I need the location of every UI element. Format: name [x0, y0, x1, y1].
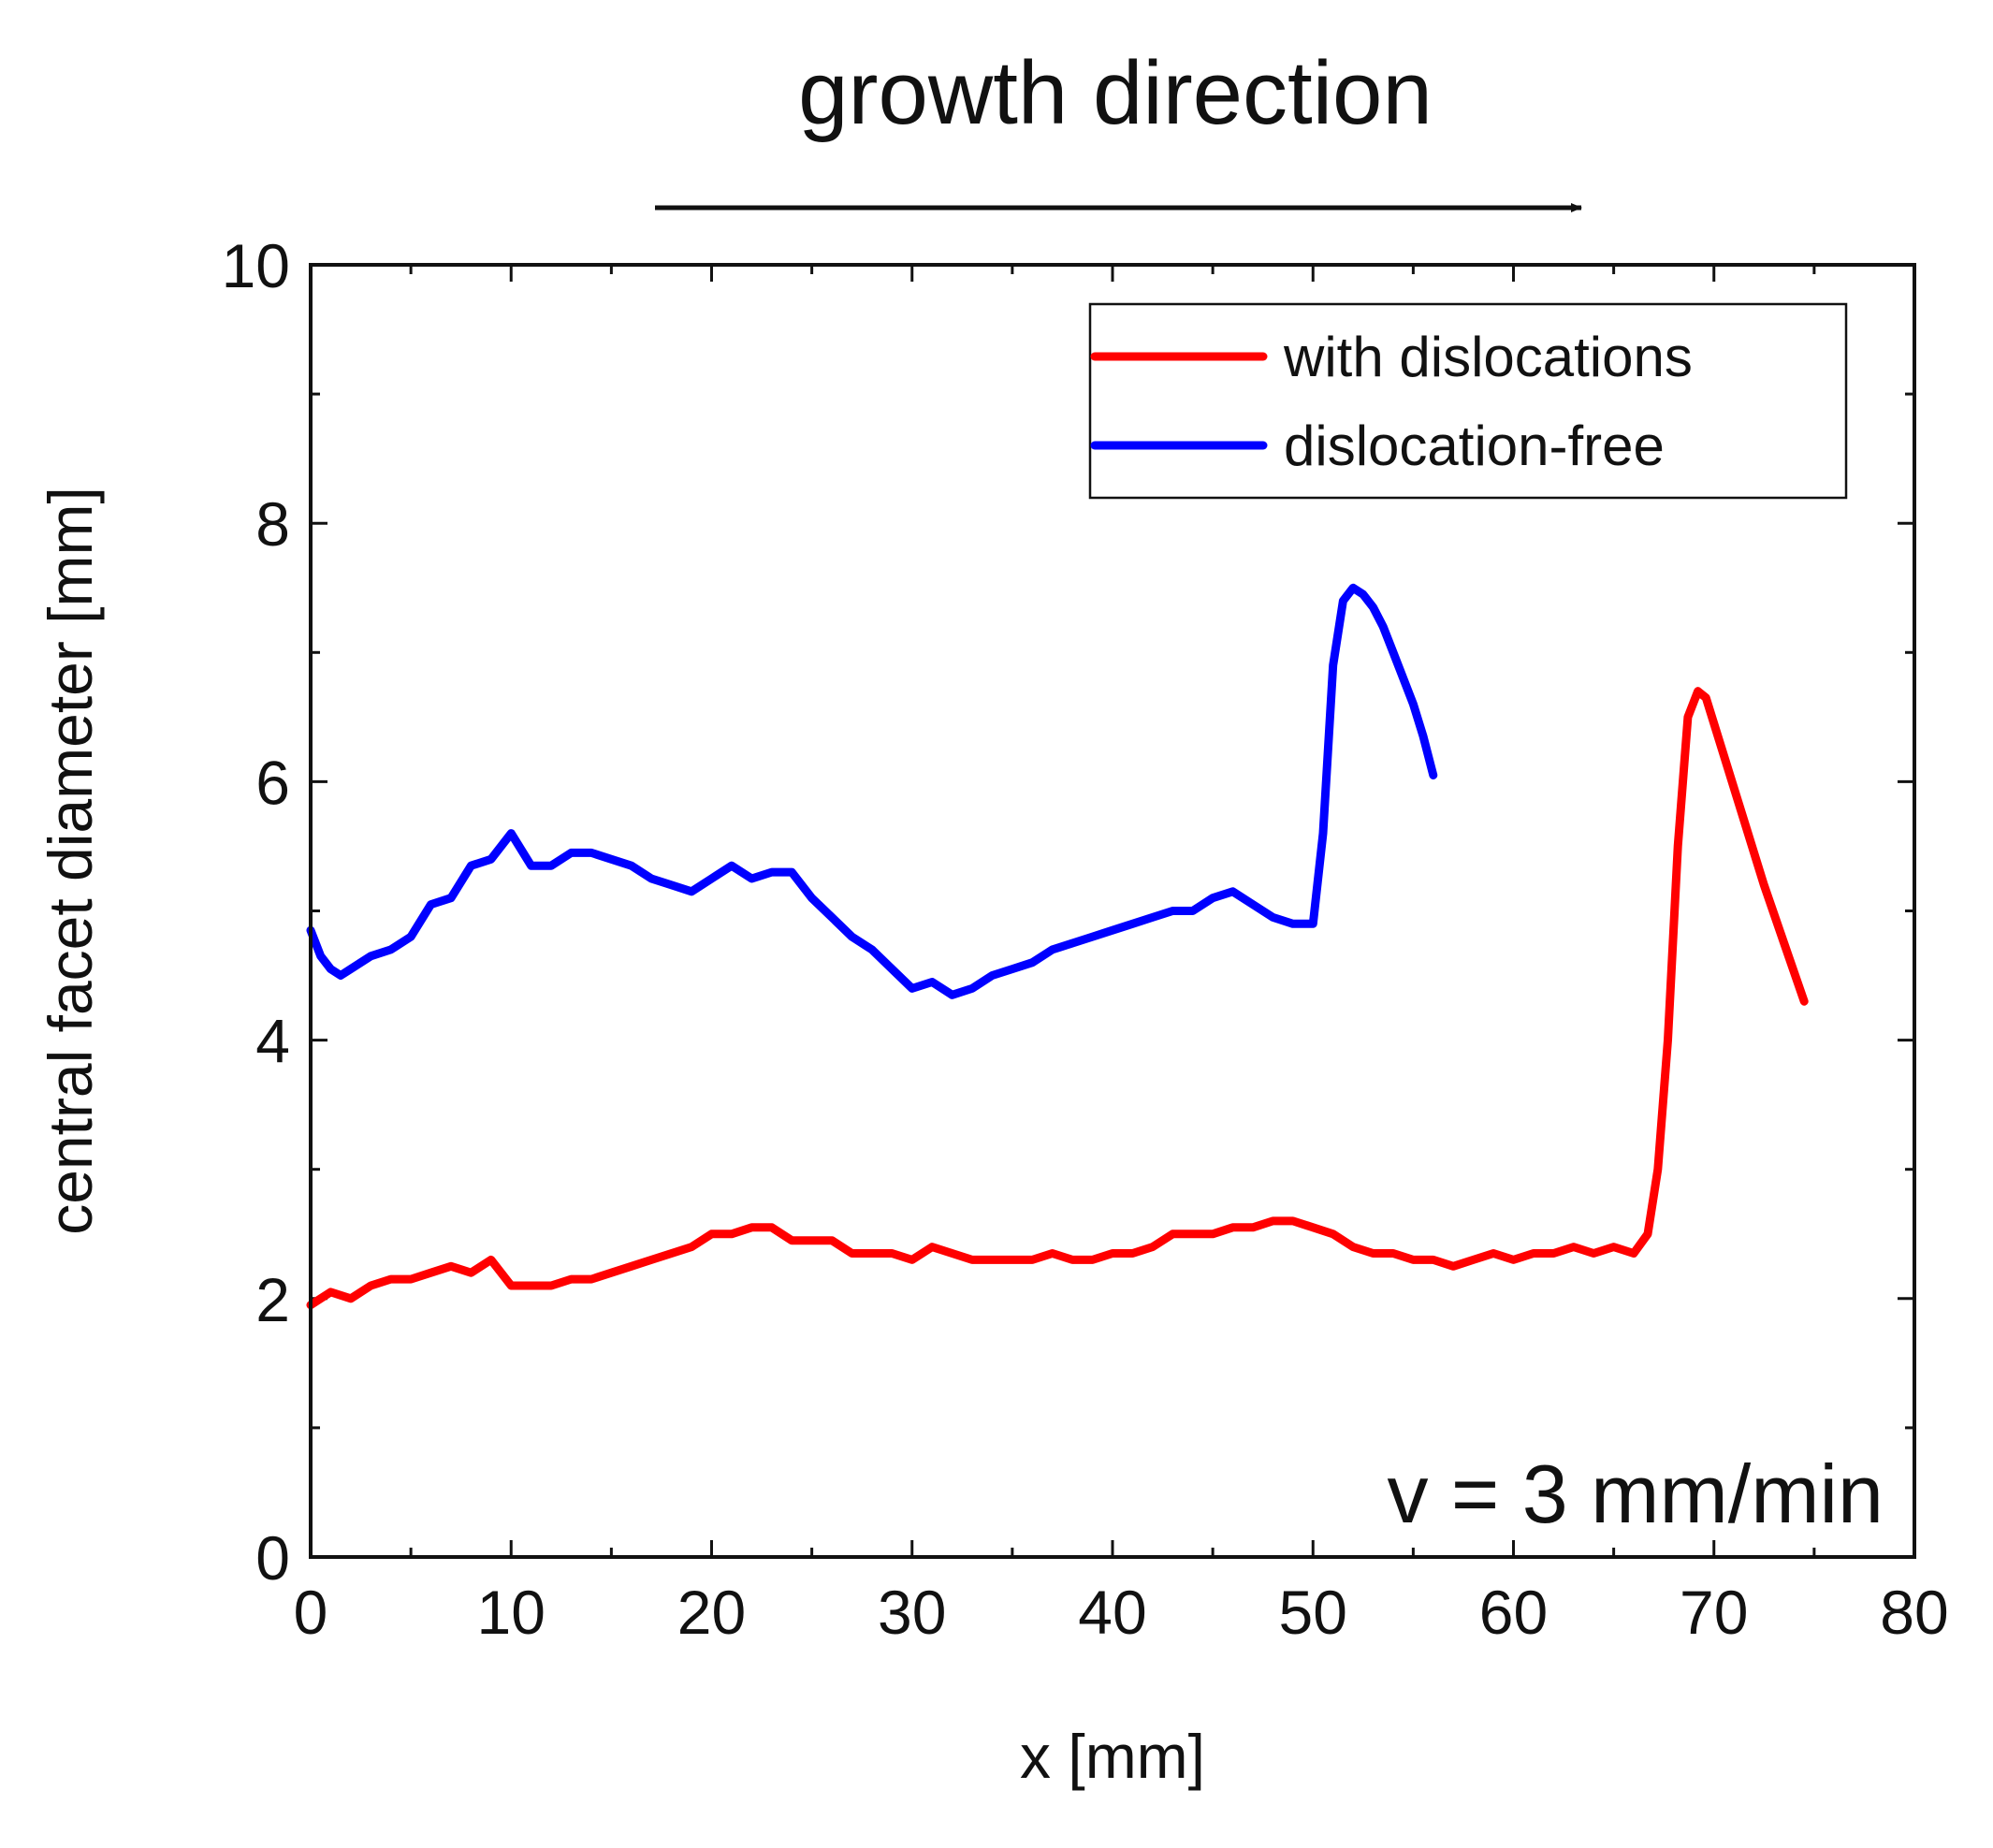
x-tick-label: 80: [1880, 1578, 1948, 1647]
legend-label-dislocation-free: dislocation-free: [1284, 415, 1665, 477]
x-tick-label: 40: [1078, 1578, 1146, 1647]
series-lines: [306, 583, 1809, 1310]
x-tick-label: 0: [294, 1578, 328, 1647]
legend-label-with-dislocations: with dislocations: [1283, 326, 1693, 388]
x-tick-label: 10: [477, 1578, 546, 1647]
y-tick-label: 2: [255, 1265, 290, 1334]
series-line-with-dislocations: [306, 687, 1809, 1310]
y-tick-label: 8: [255, 489, 290, 559]
growth-direction-label: growth direction: [798, 43, 1433, 143]
y-tick-label: 10: [222, 231, 290, 300]
y-tick-label: 4: [255, 1007, 290, 1076]
series-line-dislocation-free: [306, 583, 1438, 999]
y-tick-label: 6: [255, 748, 290, 817]
speed-annotation: v = 3 mm/min: [1387, 1448, 1884, 1540]
x-tick-label: 20: [677, 1578, 746, 1647]
y-axis-title: central facet diameter [mm]: [36, 487, 105, 1235]
x-tick-label: 70: [1680, 1578, 1748, 1647]
x-tick-label: 30: [878, 1578, 946, 1647]
x-tick-label: 50: [1279, 1578, 1347, 1647]
y-tick-labels: 0 2 4 6 8 10: [222, 231, 290, 1593]
x-tick-label: 60: [1479, 1578, 1548, 1647]
x-axis-title: x [mm]: [1020, 1722, 1205, 1791]
legend-box: [1088, 302, 1848, 500]
x-tick-labels: 0 10 20 30 40 50 60 70 80: [294, 1578, 1949, 1647]
plot-frame: [309, 263, 1916, 1559]
y-tick-label: 0: [255, 1523, 290, 1593]
legend: with dislocations dislocation-free: [1088, 302, 1848, 500]
